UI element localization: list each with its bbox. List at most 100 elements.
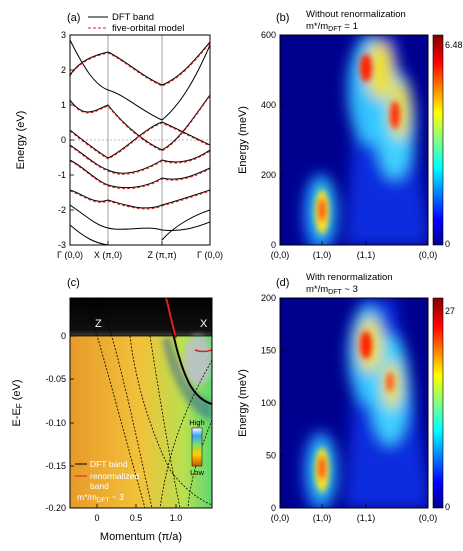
renormalized-band-red-2 [194, 349, 212, 353]
panel-c-cbar-high: High [189, 418, 204, 427]
panel-c-ylabel: E-EF (eV) [11, 379, 24, 426]
y-tick-label: -2 [58, 205, 66, 215]
legend-c-renorm-label: renormalized [90, 471, 139, 481]
x-tick-label: (1,1) [357, 513, 376, 523]
y-tick-label: -0.20 [45, 503, 66, 513]
band-structure-plot [70, 35, 210, 245]
panel-d-ylabel: Energy (meV) [237, 369, 249, 437]
legend-c-mass-main: m*/m [77, 492, 97, 502]
legend-model-label: five-orbital model [112, 23, 184, 34]
panel-c-ticks: 0 -0.05 -0.10 -0.15 -0.20 0 0.5 1.0 [45, 331, 182, 523]
panel-b-colorbar [432, 34, 444, 246]
legend-c-mass-sub: DFT [97, 497, 110, 504]
x-tick-label: (1,0) [313, 513, 332, 523]
y-tick-label: 400 [261, 100, 276, 110]
x-tick-label: 0 [94, 513, 99, 523]
x-tick-label: (1,0) [313, 250, 332, 260]
y-tick-label: -0.05 [45, 374, 66, 384]
y-tick-label: 3 [61, 30, 66, 40]
panel-d-cbar-max: 27 [445, 306, 455, 316]
panel-b-letter: (b) [276, 12, 289, 24]
panel-a-legend: DFT band five-orbital model [88, 12, 184, 34]
x-tick-label: (0,0) [419, 513, 438, 523]
mass-ratio-d-main: m*/m [306, 284, 328, 295]
legend-c-mass-ratio: m*/mDFT ~ 3 [77, 492, 124, 504]
panel-c-frame [69, 297, 213, 509]
panel-d-title: With renormalization [306, 272, 393, 283]
x-tick-label: (0,0) [271, 250, 290, 260]
panel-c-letter: (c) [67, 277, 80, 289]
x-tick-label: (0,0) [419, 250, 438, 260]
panel-d-cbar-min: 0 [445, 502, 450, 512]
x-tick-label: 0.5 [130, 513, 143, 523]
legend-c-mass-tail: ~ 3 [109, 492, 124, 502]
panel-b-mass-ratio: m*/mDFT = 1 [306, 21, 358, 33]
y-tick-label: 150 [261, 346, 276, 356]
mass-ratio-tail: = 1 [342, 21, 358, 32]
panel-c: 0 -0.05 -0.10 -0.15 -0.20 0 0.5 1.0 Z X High Lo… [11, 277, 213, 543]
panel-b-ylabel: Energy (meV) [237, 106, 249, 174]
arpes-dark-band [70, 298, 212, 336]
legend-c-renorm-label-2: band [90, 481, 109, 491]
model-bands [70, 42, 210, 210]
spin-spectrum-d [302, 298, 428, 508]
y-tick-label: 0 [271, 240, 276, 250]
x-tick-label: Z (π,π) [148, 250, 177, 260]
y-tick-label: 50 [266, 451, 276, 461]
y-tick-label: 100 [261, 398, 276, 408]
y-tick-label: -0.15 [45, 461, 66, 471]
y-tick-label: -3 [58, 240, 66, 250]
panel-c-cbar-low: Low [190, 468, 204, 477]
label-x: X [200, 318, 208, 330]
spin-spectrum-b [302, 35, 428, 245]
legend-c-dft-label: DFT band [90, 459, 128, 469]
x-tick-label: (1,1) [357, 250, 376, 260]
ylabel-c-sub: F [15, 403, 24, 408]
mass-ratio-d-tail: ~ 3 [342, 284, 358, 295]
panel-b-frame [279, 34, 429, 246]
mass-ratio-main: m*/m [306, 21, 328, 32]
arpes-image [70, 298, 212, 508]
panel-d-letter: (d) [276, 277, 289, 289]
mass-ratio-d-sub: DFT [328, 289, 342, 296]
label-z: Z [95, 318, 102, 330]
y-tick-label: 1 [61, 100, 66, 110]
panel-d-colorbar [432, 297, 444, 509]
ylabel-c-tail: (eV) [11, 379, 23, 403]
dft-bands [70, 39, 210, 245]
panel-b-cbar-min: 0 [445, 239, 450, 249]
panel-b-cbar-max: 6.48 [445, 40, 463, 50]
y-tick-label: 0 [271, 503, 276, 513]
x-tick-label: 1.0 [170, 513, 183, 523]
y-tick-label: -0.10 [45, 418, 66, 428]
x-tick-label: Γ (0,0) [57, 250, 83, 260]
y-tick-label: 0 [61, 331, 66, 341]
y-tick-label: 2 [61, 65, 66, 75]
x-tick-label: X (π,0) [94, 250, 122, 260]
renormalized-band-black [169, 317, 212, 405]
y-tick-label: 0 [61, 135, 66, 145]
y-tick-label: 200 [261, 293, 276, 303]
panel-b-title: Without renormalization [306, 9, 406, 20]
panel-a-ylabel: Energy (eV) [15, 111, 27, 170]
mass-ratio-sub: DFT [328, 26, 342, 33]
x-tick-label: Γ (0,0) [197, 250, 223, 260]
renormalized-band-red [165, 298, 177, 339]
y-tick-label: -1 [58, 170, 66, 180]
panel-d-mass-ratio: m*/mDFT ~ 3 [306, 284, 358, 296]
y-tick-label: 600 [261, 30, 276, 40]
panel-c-xlabel: Momentum (π/a) [100, 531, 182, 543]
ylabel-c-main: E-E [11, 408, 23, 426]
x-tick-label: (0,0) [271, 513, 290, 523]
panel-c-colorbar [191, 427, 203, 467]
legend-dft-label: DFT band [112, 12, 154, 23]
panel-c-legend: DFT band renormalized band m*/mDFT ~ 3 [75, 459, 139, 504]
y-tick-label: 200 [261, 170, 276, 180]
